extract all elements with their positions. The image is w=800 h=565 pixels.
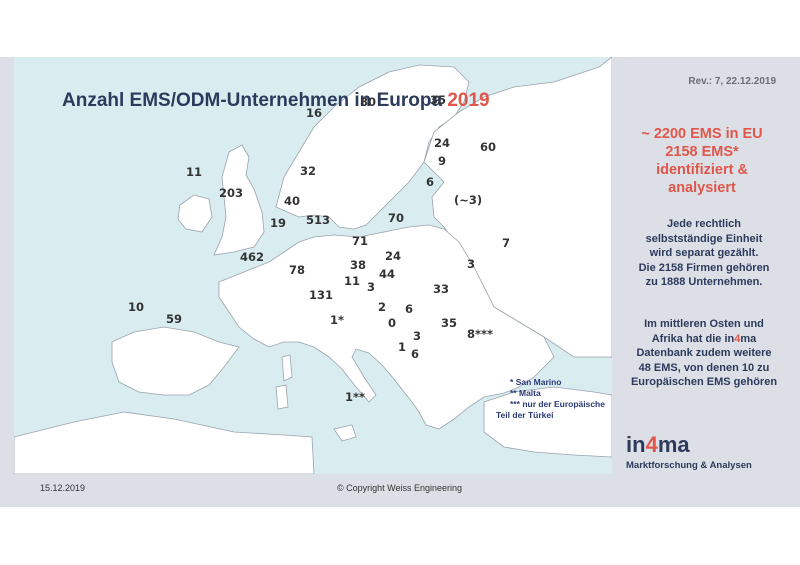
country-count-label: 35 (441, 316, 458, 330)
country-count-label: 3 (413, 329, 422, 343)
country-count-label: 11 (186, 165, 203, 179)
country-count-label: 513 (306, 213, 331, 227)
slide: Anzahl EMS/ODM-Unternehmen in Europa 201… (0, 57, 800, 507)
country-count-label: 9 (438, 154, 447, 168)
footnote-turkey-cont: Teil der Türkei (496, 410, 554, 420)
middle-east-note: Im mittleren Osten und Afrika hat die in… (630, 318, 778, 388)
country-count-label: 24 (434, 136, 451, 150)
country-count-label: 2 (378, 300, 387, 314)
country-count-label: 7 (502, 236, 511, 250)
country-count-label: 35 (430, 93, 447, 107)
country-count-label: 6 (426, 175, 435, 189)
country-count-label: 1* (330, 313, 345, 327)
country-count-label: 462 (240, 250, 265, 264)
country-count-label: 80 (360, 95, 377, 109)
footnote-san-marino: * San Marino (510, 377, 562, 387)
footer-date: 15.12.2019 (40, 483, 86, 493)
map-title: Anzahl EMS/ODM-Unternehmen in Europa 201… (62, 90, 490, 112)
country-count-label: (~3) (454, 193, 483, 207)
europe-map: Anzahl EMS/ODM-Unternehmen in Europa 201… (14, 57, 612, 474)
country-count-label: 59 (166, 312, 183, 326)
country-count-label: 16 (306, 106, 323, 120)
map-landmass (14, 57, 612, 474)
country-count-label: 78 (289, 263, 306, 277)
country-count-label: 24 (385, 249, 402, 263)
country-count-label: 33 (433, 282, 450, 296)
country-count-label: 71 (352, 234, 369, 248)
counting-note: Jede rechtlich selbstständige Einheit wi… (638, 218, 770, 288)
footnote-turkey: *** nur der Europäische (510, 399, 605, 409)
country-count-label: 3 (367, 280, 376, 294)
revision-label: Rev.: 7, 22.12.2019 (688, 76, 776, 87)
country-count-label: 11 (344, 274, 361, 288)
country-count-label: 8*** (467, 327, 494, 341)
country-count-label: 131 (309, 288, 334, 302)
country-count-label: 38 (350, 258, 367, 272)
title-text: Anzahl EMS/ODM-Unternehmen in Europa (62, 90, 448, 111)
country-count-label: 3 (467, 257, 476, 271)
country-count-label: 60 (480, 140, 497, 154)
country-count-label: 32 (300, 164, 317, 178)
country-count-label: 44 (379, 267, 396, 281)
info-panel: Rev.: 7, 22.12.2019 ~ 2200 EMS in EU 215… (612, 57, 800, 507)
country-count-label: 19 (270, 216, 287, 230)
footnote-malta: ** Malta (510, 388, 541, 398)
country-count-label: 6 (405, 302, 414, 316)
country-count-label: 203 (219, 186, 244, 200)
in4ma-logo: in4ma (626, 432, 690, 457)
footnotes: * San Marino ** Malta *** nur der Europä… (496, 377, 605, 421)
highlight-stats: ~ 2200 EMS in EU 2158 EMS* identifiziert… (641, 126, 763, 196)
country-count-label: 70 (388, 211, 405, 225)
country-count-label: 10 (128, 300, 145, 314)
country-count-label: 1 (398, 340, 407, 354)
country-count-label: 6 (411, 347, 420, 361)
country-count-label: 40 (284, 194, 301, 208)
title-year: 2019 (447, 90, 490, 111)
country-count-label: 0 (388, 316, 397, 330)
logo-subtitle: Marktforschung & Analysen (626, 460, 752, 471)
footer-copyright: © Copyright Weiss Engineering (337, 483, 463, 493)
country-count-label: 1** (345, 390, 366, 404)
